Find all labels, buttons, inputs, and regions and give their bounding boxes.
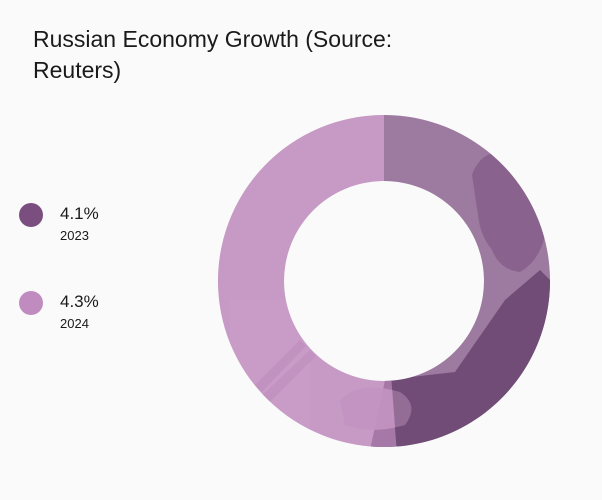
legend-label-2023: 2023 <box>60 228 89 243</box>
donut-slice-2023 <box>384 115 550 447</box>
legend-swatch-2024 <box>19 291 43 315</box>
donut-slice-2024 <box>217 114 397 448</box>
legend-swatch-2023 <box>19 203 43 227</box>
legend-value-2024: 4.3% <box>60 292 99 311</box>
legend-item-2023: 4.1% 2023 <box>19 200 179 288</box>
chart-legend: 4.1% 2023 4.3% 2024 <box>19 200 179 376</box>
chart-title: Russian Economy Growth (Source: Reuters) <box>33 26 393 83</box>
legend-item-2024: 4.3% 2024 <box>19 288 179 376</box>
legend-value-2023: 4.1% <box>60 204 99 223</box>
donut-slices <box>217 114 550 448</box>
legend-label-2024: 2024 <box>60 316 89 331</box>
